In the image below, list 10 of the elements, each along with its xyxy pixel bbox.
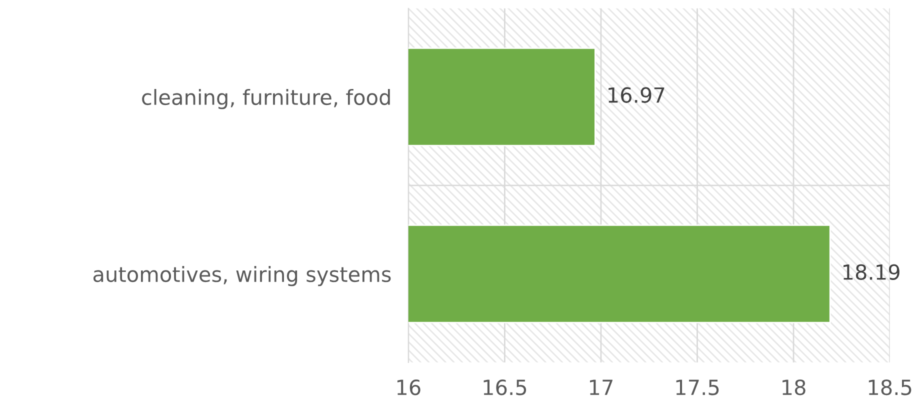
x-tick-label: 18.5 [868, 379, 912, 396]
x-tick-label: 17.5 [676, 380, 719, 396]
x-tick-label: 16 [397, 379, 420, 396]
x-tick-label: 16.5 [484, 379, 526, 396]
x-tick-label: 18 [782, 379, 806, 396]
x-tick-label: 17 [590, 380, 612, 395]
y-tick-label: automotives, wiring systems [93, 266, 391, 286]
data-label: 16.97 [608, 87, 664, 103]
y-tick-label: cleaning, furniture, food [142, 88, 390, 110]
data-label: 18.19 [844, 264, 900, 280]
